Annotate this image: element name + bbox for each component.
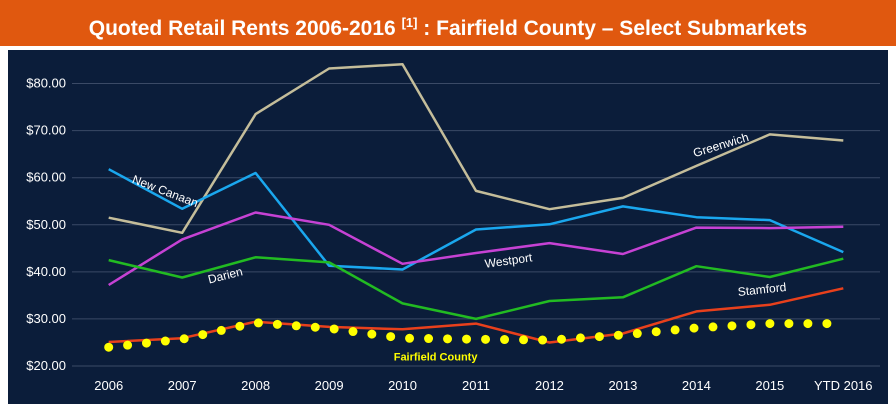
- series-line-fairfield-county: [104, 318, 848, 352]
- chart-title-footnote: [1]: [401, 15, 418, 30]
- line-chart: $20.00 $30.00 $40.00 $50.00 $60.00 $70.00 $80.…: [26, 62, 880, 393]
- x-tick-label: 2013: [608, 378, 637, 393]
- x-tick-label: 2010: [388, 378, 417, 393]
- series-line-darien: [108, 256, 844, 321]
- x-tick-label: YTD 2016: [814, 378, 873, 393]
- x-tick-label: 2009: [315, 378, 344, 393]
- x-tick-label: 2007: [168, 378, 197, 393]
- chart-title-banner: Quoted Retail Rents 2006-2016 [1] : Fair…: [0, 0, 896, 46]
- chart-title-suffix: : Fairfield County – Select Submarkets: [423, 17, 808, 40]
- series-line-stamford: [108, 287, 844, 344]
- y-tick-label: $20.00: [26, 358, 66, 373]
- y-tick-label: $60.00: [26, 170, 66, 185]
- series-label-fairfield-county: Fairfield County: [394, 352, 479, 364]
- series-line-westport: [108, 211, 844, 287]
- series-label-stamford: Stamford: [737, 280, 787, 299]
- y-tick-label: $70.00: [26, 123, 66, 138]
- x-tick-label: 2011: [462, 378, 490, 393]
- chart-title: Quoted Retail Rents 2006-2016: [88, 17, 396, 40]
- chart-panel: $20.00 $30.00 $40.00 $50.00 $60.00 $70.00 $80.…: [8, 50, 888, 404]
- series-label-darien: Darien: [206, 264, 244, 286]
- series-label-westport: Westport: [484, 250, 534, 271]
- x-tick-label: 2006: [94, 378, 123, 393]
- y-tick-label: $80.00: [26, 76, 66, 91]
- series-line-new-canaan: [108, 168, 844, 271]
- y-tick-label: $40.00: [26, 264, 66, 279]
- y-tick-label: $30.00: [26, 311, 66, 326]
- series-line-greenwich: [108, 62, 844, 235]
- x-tick-label: 2012: [535, 378, 564, 393]
- x-tick-label: 2008: [241, 378, 270, 393]
- x-tick-label: 2014: [682, 378, 711, 393]
- x-tick-label: 2015: [755, 378, 784, 393]
- y-tick-label: $50.00: [26, 217, 66, 232]
